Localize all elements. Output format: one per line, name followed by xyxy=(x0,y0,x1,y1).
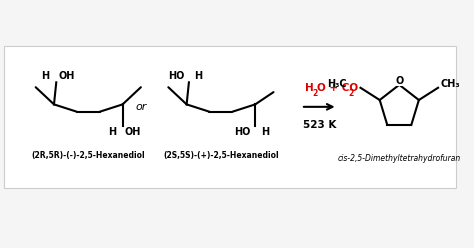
Text: CH₃: CH₃ xyxy=(441,79,460,89)
Text: (2R,5R)-(-)-2,5-Hexanediol: (2R,5R)-(-)-2,5-Hexanediol xyxy=(31,151,145,160)
Text: 2: 2 xyxy=(348,89,353,98)
Text: H: H xyxy=(194,71,202,81)
Text: OH: OH xyxy=(125,127,141,137)
Text: cis-2,5-Dimethyltetrahydrofuran: cis-2,5-Dimethyltetrahydrofuran xyxy=(337,154,461,163)
Text: H₃C: H₃C xyxy=(327,79,347,89)
Text: OH: OH xyxy=(59,71,75,81)
FancyBboxPatch shape xyxy=(4,46,456,188)
Text: 523 K: 523 K xyxy=(302,121,336,130)
Text: H: H xyxy=(305,83,313,93)
Text: H: H xyxy=(261,127,269,137)
Text: H: H xyxy=(109,127,117,137)
Text: 2: 2 xyxy=(312,89,317,98)
Text: HO: HO xyxy=(234,127,251,137)
Text: O: O xyxy=(395,76,403,86)
Text: H: H xyxy=(41,71,49,81)
Text: HO: HO xyxy=(168,71,184,81)
Text: O + CO: O + CO xyxy=(317,83,357,93)
Text: (2S,5S)-(+)-2,5-Hexanediol: (2S,5S)-(+)-2,5-Hexanediol xyxy=(163,151,279,160)
Text: or: or xyxy=(135,102,146,112)
